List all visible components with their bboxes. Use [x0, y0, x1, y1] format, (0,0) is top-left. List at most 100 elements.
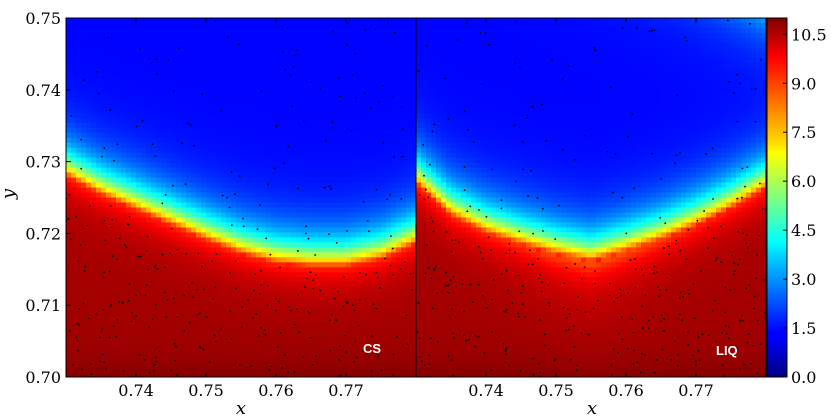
heatmap-cell	[181, 307, 187, 313]
heatmap-cell	[136, 167, 142, 174]
heatmap-cell	[81, 352, 87, 358]
heatmap-cell	[141, 152, 147, 159]
heatmap-cell	[286, 177, 292, 184]
heatmap-cell	[271, 192, 277, 199]
heatmap-cell	[76, 277, 82, 283]
heatmap-cell	[211, 147, 217, 154]
heatmap-cell	[176, 137, 182, 144]
heatmap-cell	[156, 332, 162, 338]
heatmap-cell	[406, 32, 412, 39]
heatmap-cell	[171, 352, 177, 358]
heatmap-cell	[411, 32, 416, 39]
heatmap-cell	[366, 137, 372, 144]
heatmap-cell	[281, 217, 287, 224]
heatmap-cell	[401, 92, 407, 99]
heatmap-cell	[271, 87, 277, 94]
heatmap-cell	[151, 177, 157, 184]
heatmap-cell	[346, 97, 352, 104]
heatmap-cell	[101, 272, 107, 278]
heatmap-cell	[111, 257, 117, 263]
heatmap-cell	[361, 52, 367, 59]
heatmap-cell	[236, 132, 242, 139]
heatmap-cell	[106, 202, 112, 209]
heatmap-cell	[241, 217, 247, 224]
heatmap-cell	[396, 212, 402, 219]
heatmap-cell	[226, 37, 232, 44]
heatmap-cell	[341, 372, 347, 377]
heatmap-cell	[171, 197, 177, 204]
heatmap-cell	[131, 57, 137, 64]
heatmap-cell	[256, 132, 262, 139]
heatmap-cell	[201, 337, 207, 343]
heatmap-cell	[81, 18, 87, 24]
heatmap-cell	[126, 212, 132, 219]
heatmap-cell	[141, 227, 147, 234]
heatmap-cell	[321, 142, 327, 149]
heatmap-cell	[81, 297, 87, 303]
heatmap-cell	[206, 152, 212, 159]
heatmap-cell	[261, 212, 267, 219]
heatmap-cell	[381, 367, 387, 373]
heatmap-cell	[266, 292, 272, 298]
heatmap-cell	[186, 272, 192, 278]
heatmap-cell	[171, 337, 177, 343]
heatmap-cell	[246, 132, 252, 139]
heatmap-cell	[396, 222, 402, 229]
heatmap-cell	[256, 242, 262, 248]
heatmap-cell	[121, 327, 127, 333]
heatmap-cell	[321, 282, 327, 288]
heatmap-cell	[166, 352, 172, 358]
heatmap-cell	[216, 42, 222, 49]
heatmap-cell	[191, 37, 197, 44]
heatmap-cell	[281, 247, 287, 253]
heatmap-cell	[96, 107, 102, 114]
heatmap-cell	[341, 107, 347, 114]
heatmap-cell	[186, 312, 192, 318]
heatmap-cell	[366, 252, 372, 258]
heatmap-cell	[76, 287, 82, 293]
heatmap-cell	[266, 152, 272, 159]
heatmap-cell	[191, 67, 197, 74]
heatmap-cell	[156, 362, 162, 368]
heatmap-cell	[236, 32, 242, 39]
heatmap-cell	[96, 327, 102, 333]
heatmap-cell	[96, 122, 102, 129]
heatmap-cell	[226, 362, 232, 368]
heatmap-cell	[106, 32, 112, 39]
heatmap-cell	[336, 147, 342, 154]
heatmap-cell	[81, 242, 87, 248]
heatmap-cell	[91, 257, 97, 263]
heatmap-cell	[66, 267, 72, 273]
heatmap-cell	[216, 202, 222, 209]
heatmap-cell	[181, 147, 187, 154]
heatmap-cell	[336, 222, 342, 229]
heatmap-cell	[361, 117, 367, 124]
heatmap-cell	[371, 97, 377, 104]
heatmap-cell	[156, 97, 162, 104]
heatmap-cell	[226, 367, 232, 373]
heatmap-cell	[271, 32, 277, 39]
heatmap-cell	[396, 82, 402, 89]
heatmap-cell	[231, 157, 237, 164]
heatmap-cell	[406, 272, 412, 278]
heatmap-cell	[181, 217, 187, 224]
heatmap-cell	[326, 147, 332, 154]
heatmap-cell	[261, 192, 267, 199]
heatmap-cell	[176, 272, 182, 278]
heatmap-cell	[181, 32, 187, 39]
heatmap-cell	[361, 47, 367, 54]
heatmap-cell	[86, 152, 92, 159]
heatmap-cell	[246, 137, 252, 144]
heatmap-cell	[386, 67, 392, 74]
heatmap-cell	[176, 247, 182, 253]
heatmap-cell	[196, 232, 202, 238]
heatmap-cell	[366, 362, 372, 368]
heatmap-cell	[246, 252, 252, 258]
heatmap-cell	[266, 52, 272, 59]
heatmap-cell	[76, 157, 82, 164]
heatmap-cell	[266, 47, 272, 54]
heatmap-cell	[76, 197, 82, 204]
heatmap-cell	[91, 237, 97, 243]
heatmap-cell	[341, 212, 347, 219]
heatmap-cell	[206, 252, 212, 258]
